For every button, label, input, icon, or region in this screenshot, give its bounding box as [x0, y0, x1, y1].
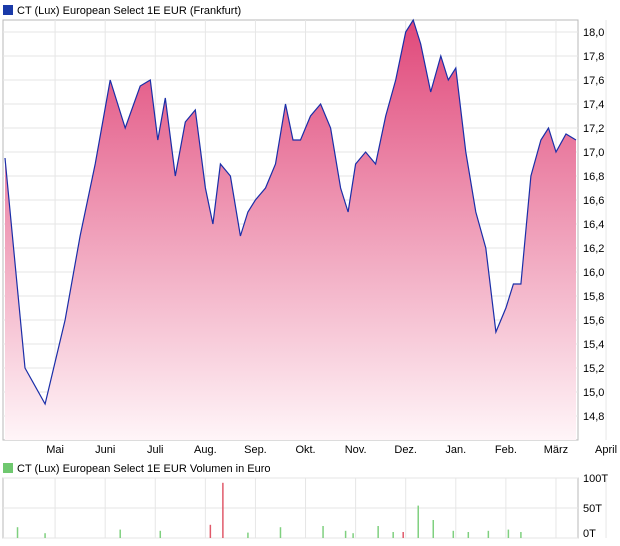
price-legend: CT (Lux) European Select 1E EUR (Frankfu… — [17, 5, 241, 17]
price-area-series — [5, 20, 576, 440]
price-y-tick-label: 16,0 — [583, 267, 604, 279]
price-legend-swatch — [3, 5, 13, 15]
price-x-tick-label: Nov. — [345, 444, 367, 456]
price-y-tick-label: 15,6 — [583, 315, 604, 327]
price-x-tick-label: Okt. — [295, 444, 315, 456]
price-line-series — [4, 18, 577, 406]
price-y-tick-label: 17,6 — [583, 75, 604, 87]
price-x-tick-label: Jan. — [445, 444, 466, 456]
price-y-tick-label: 17,8 — [583, 51, 604, 63]
price-y-tick-label: 17,2 — [583, 123, 604, 135]
price-y-tick-label: 15,4 — [583, 339, 604, 351]
price-y-tick-label: 16,8 — [583, 171, 604, 183]
price-x-tick-label: Dez. — [394, 444, 417, 456]
price-x-tick-label: Juni — [95, 444, 115, 456]
volume-y-tick-label: 0T — [583, 528, 596, 540]
volume-grid — [3, 477, 607, 539]
price-y-tick-label: 17,4 — [583, 99, 604, 111]
volume-y-tick-label: 50T — [583, 503, 602, 515]
price-y-tick-label: 15,2 — [583, 363, 604, 375]
volume-legend: CT (Lux) European Select 1E EUR Volumen … — [17, 463, 271, 475]
price-x-tick-label: Aug. — [194, 444, 217, 456]
price-y-tick-label: 17,0 — [583, 147, 604, 159]
price-x-tick-label: Mai — [46, 444, 64, 456]
price-x-tick-label: April — [595, 444, 617, 456]
volume-legend-swatch — [3, 463, 13, 473]
price-y-tick-label: 14,8 — [583, 411, 604, 423]
price-y-tick-label: 18,0 — [583, 27, 604, 39]
price-x-tick-label: Feb. — [495, 444, 517, 456]
volume-y-axis: 100T 50T 0T — [583, 473, 608, 540]
price-x-tick-label: März — [544, 444, 568, 456]
price-y-tick-label: 15,0 — [583, 387, 604, 399]
price-x-tick-label: Juli — [147, 444, 164, 456]
price-y-tick-label: 16,2 — [583, 243, 604, 255]
volume-bars — [16, 482, 522, 538]
price-x-axis: Mai Juni Juli Aug. Sep. Okt. Nov. Dez. Jan. Feb. M… — [46, 444, 617, 456]
price-y-tick-label: 16,6 — [583, 195, 604, 207]
price-x-tick-label: Sep. — [244, 444, 267, 456]
price-y-tick-label: 16,4 — [583, 219, 604, 231]
price-y-axis: 18,0 17,8 17,6 17,4 17,2 17,0 16,8 16,6 16,4 16,2… — [583, 27, 604, 423]
volume-y-tick-label: 100T — [583, 473, 608, 485]
price-y-tick-label: 15,8 — [583, 291, 604, 303]
